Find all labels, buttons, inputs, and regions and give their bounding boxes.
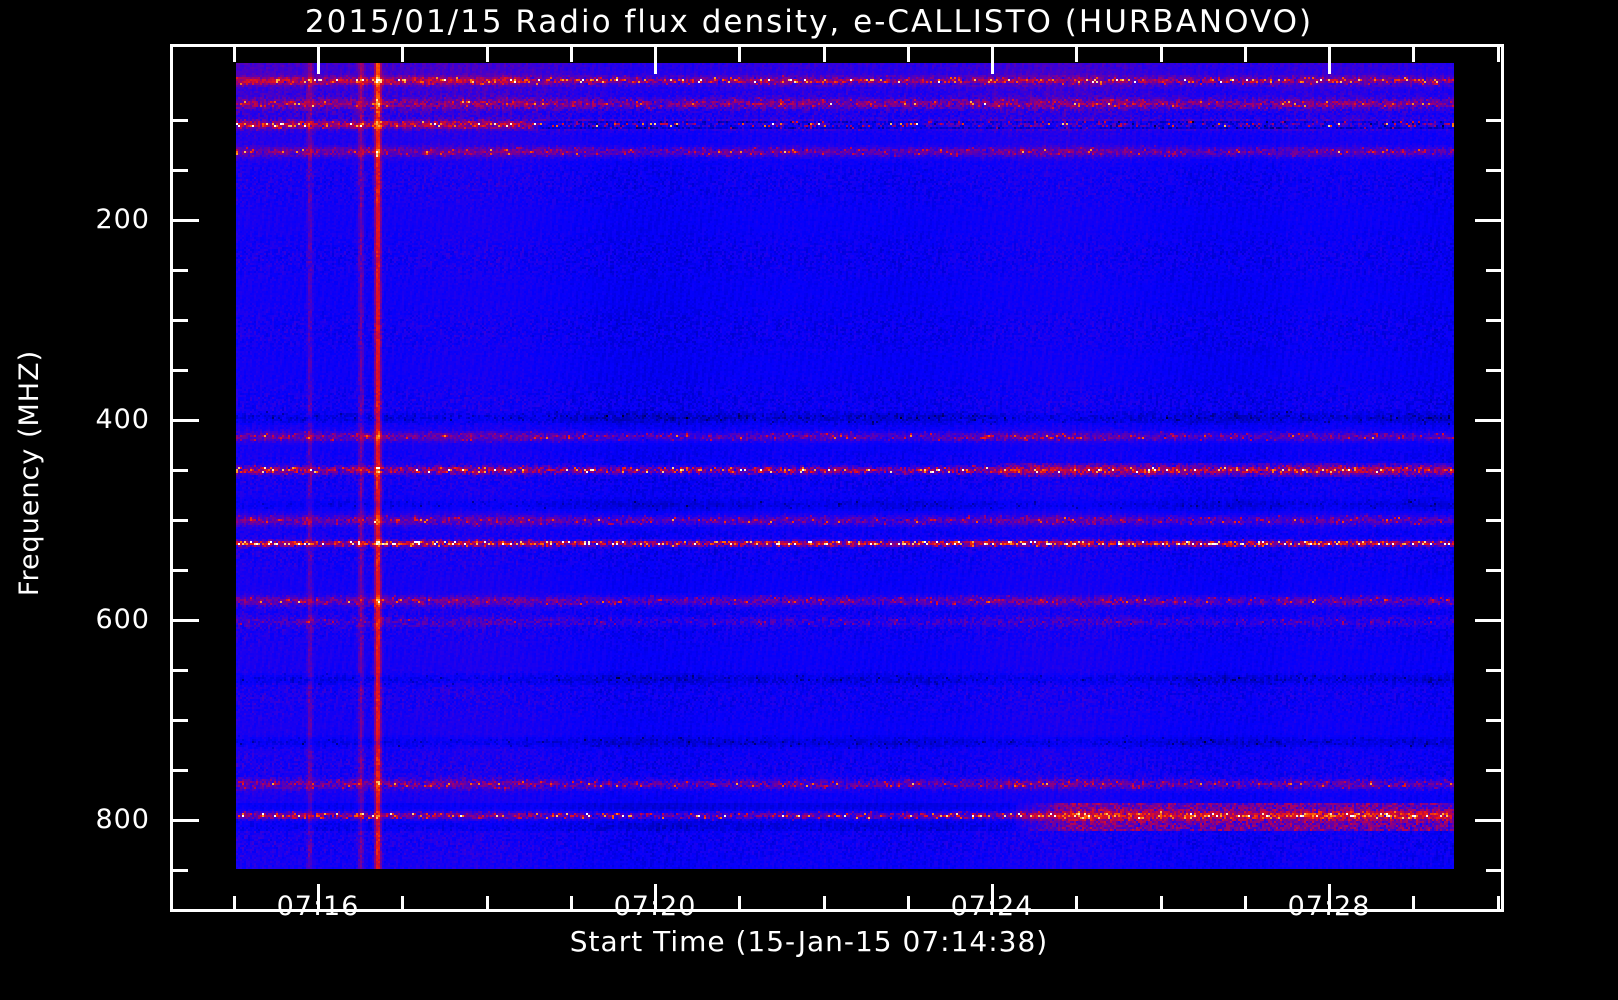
y-minor-tick [173,169,188,172]
y-major-tick [173,819,199,822]
y-minor-tick-right [1486,519,1501,522]
y-minor-tick [173,519,188,522]
x-tick-label: 07:24 [950,891,1034,922]
x-minor-tick-top [1412,47,1415,62]
spectrogram-canvas [236,63,1454,869]
x-major-tick-top [1328,47,1331,74]
x-minor-tick [570,896,573,911]
y-minor-tick-right [1486,769,1501,772]
x-minor-tick [1412,896,1415,911]
x-minor-tick-top [1244,47,1247,62]
x-minor-tick-top [570,47,573,62]
y-minor-tick [173,669,188,672]
y-minor-tick [173,269,188,272]
x-minor-tick [1497,896,1500,911]
y-major-tick [173,419,199,422]
y-minor-tick [173,319,188,322]
x-major-tick [991,884,994,911]
y-tick-label: 800 [95,804,150,835]
x-minor-tick-top [823,47,826,62]
y-axis-title: Frequency (MHZ) [14,349,45,597]
y-major-tick-right [1475,419,1501,422]
y-minor-tick [173,369,188,372]
y-minor-tick-right [1486,319,1501,322]
y-minor-tick [173,569,188,572]
x-minor-tick-top [907,47,910,62]
x-minor-tick [486,896,489,911]
x-tick-label: 07:28 [1287,891,1371,922]
x-minor-tick [401,896,404,911]
x-major-tick-top [317,47,320,74]
x-minor-tick [907,896,910,911]
x-minor-tick [738,896,741,911]
x-minor-tick-top [1497,47,1500,62]
x-minor-tick-top [486,47,489,62]
x-minor-tick-top [738,47,741,62]
y-minor-tick-right [1486,669,1501,672]
y-minor-tick-right [1486,119,1501,122]
x-minor-tick-top [233,47,236,62]
x-minor-tick-top [401,47,404,62]
y-minor-tick [173,769,188,772]
x-major-tick-top [991,47,994,74]
y-major-tick [173,219,199,222]
x-minor-tick [233,896,236,911]
x-major-tick [1328,884,1331,911]
y-minor-tick [173,469,188,472]
y-minor-tick [173,869,188,872]
y-minor-tick-right [1486,169,1501,172]
x-major-tick [654,884,657,911]
y-major-tick [173,619,199,622]
y-minor-tick-right [1486,719,1501,722]
figure-title: 2015/01/15 Radio flux density, e-CALLIST… [304,4,1314,40]
x-minor-tick-top [1160,47,1163,62]
x-minor-tick-top [1075,47,1078,62]
x-axis-title: Start Time (15-Jan-15 07:14:38) [569,925,1049,958]
y-minor-tick-right [1486,369,1501,372]
y-minor-tick [173,119,188,122]
x-minor-tick [1075,896,1078,911]
y-major-tick-right [1475,819,1501,822]
x-minor-tick [1160,896,1163,911]
y-minor-tick-right [1486,569,1501,572]
spectrogram-image [236,63,1454,869]
y-tick-label: 200 [95,204,150,235]
y-minor-tick-right [1486,869,1501,872]
y-major-tick-right [1475,219,1501,222]
y-major-tick-right [1475,619,1501,622]
y-minor-tick [173,719,188,722]
x-major-tick [317,884,320,911]
x-minor-tick [823,896,826,911]
x-minor-tick [1244,896,1247,911]
x-major-tick-top [654,47,657,74]
y-tick-label: 600 [95,604,150,635]
y-minor-tick-right [1486,269,1501,272]
x-tick-label: 07:16 [276,891,360,922]
x-tick-label: 07:20 [613,891,697,922]
y-tick-label: 400 [95,404,150,435]
y-minor-tick-right [1486,469,1501,472]
